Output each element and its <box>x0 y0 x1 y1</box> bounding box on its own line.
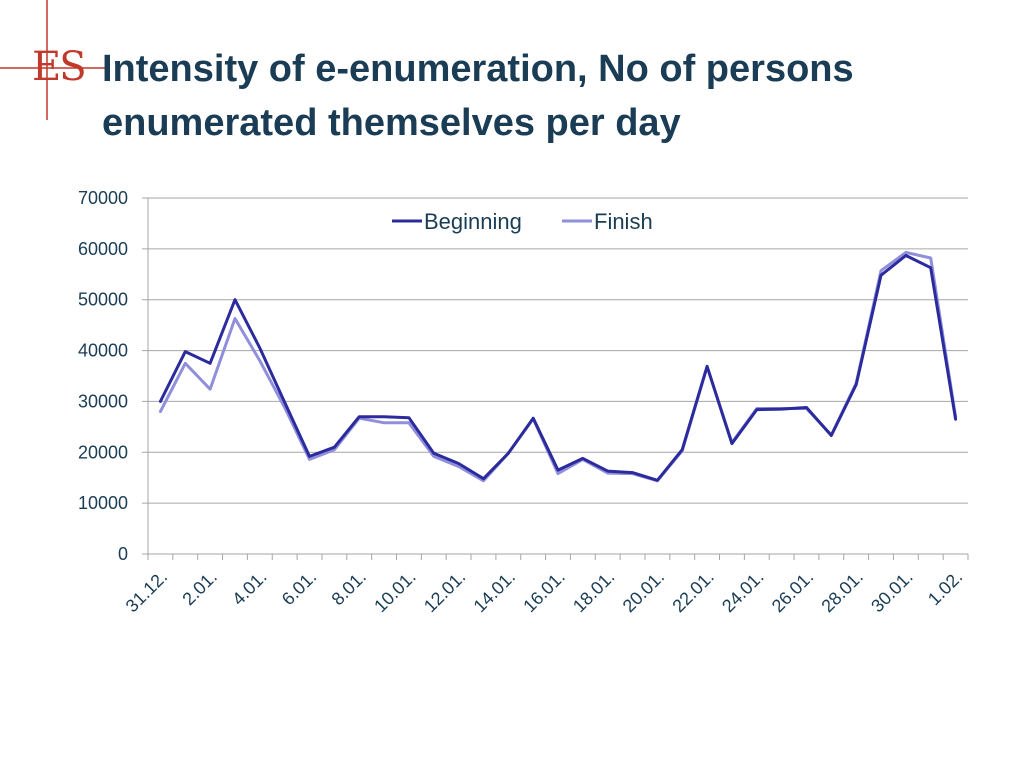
x-tick-label: 8.01. <box>328 567 370 609</box>
legend-label: Beginning <box>424 209 522 234</box>
x-tick-label: 14.01. <box>470 567 520 617</box>
x-tick-label: 10.01. <box>370 567 420 617</box>
x-tick-label: 4.01. <box>228 567 270 609</box>
series-line-finish <box>158 250 958 483</box>
x-tick-label: 20.01. <box>619 567 669 617</box>
x-tick-label: 31.12. <box>122 567 172 617</box>
x-tick-label: 2.01. <box>178 567 220 609</box>
x-tick-label: 26.01. <box>768 567 818 617</box>
x-tick-label: 6.01. <box>278 567 320 609</box>
x-tick-label: 24.01. <box>718 567 768 617</box>
x-tick-label: 16.01. <box>519 567 569 617</box>
chart-legend: Beginning Finish <box>392 209 653 234</box>
es-logo: ES <box>0 0 108 120</box>
y-tick-label: 40000 <box>78 341 128 361</box>
x-axis-ticks: 31.12. 2.01. 4.01. 6.01. 8.01. 10.01. 12.01. 14… <box>122 567 967 617</box>
title-line-1: Intensity of e-enumeration, No of person… <box>102 48 854 90</box>
y-axis-ticks: 0 10000 20000 30000 40000 50000 60000 70000 <box>78 188 128 564</box>
x-tick-label: 12.01. <box>420 567 470 617</box>
series-line-beginning <box>158 254 958 482</box>
y-tick-label: 70000 <box>78 188 128 208</box>
chart-series <box>158 250 958 483</box>
chart-axes <box>142 197 969 560</box>
y-tick-label: 30000 <box>78 391 128 411</box>
x-tick-label: 30.01. <box>867 567 917 617</box>
y-tick-label: 0 <box>118 544 128 564</box>
legend-item-beginning: Beginning <box>392 209 522 234</box>
x-tick-label: 1.02. <box>924 567 966 609</box>
legend-label: Finish <box>594 209 653 234</box>
y-tick-label: 20000 <box>78 442 128 462</box>
x-tick-label: 28.01. <box>817 567 867 617</box>
page-title: Intensity of e-enumeration, No of person… <box>102 42 1012 150</box>
legend-item-finish: Finish <box>562 209 653 234</box>
logo-text: ES <box>32 44 85 90</box>
x-tick-label: 18.01. <box>569 567 619 617</box>
title-line-2: enumerated themselves per day <box>102 102 681 144</box>
chart-grid <box>148 197 968 504</box>
y-tick-label: 10000 <box>78 493 128 513</box>
x-tick-label: 22.01. <box>668 567 718 617</box>
y-tick-label: 50000 <box>78 290 128 310</box>
y-tick-label: 60000 <box>78 239 128 259</box>
